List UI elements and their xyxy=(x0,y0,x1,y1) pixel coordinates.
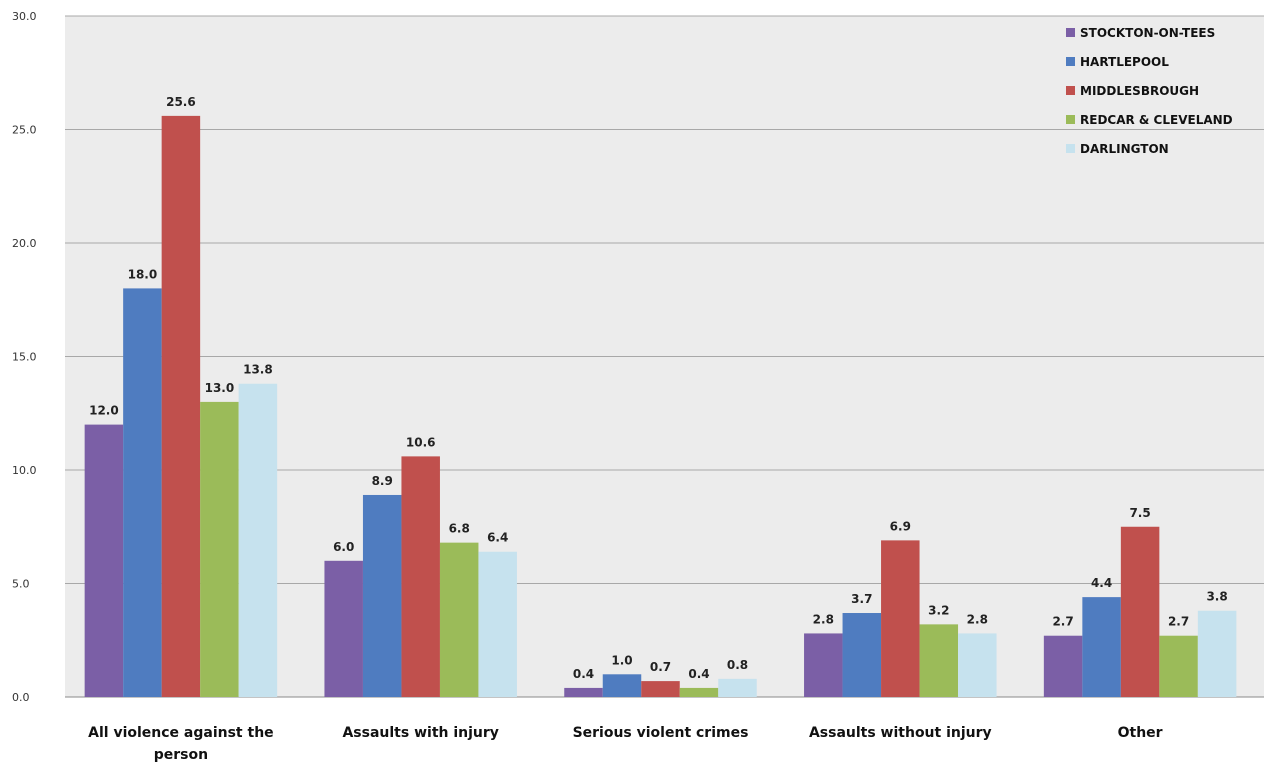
data-label: 2.8 xyxy=(967,612,988,626)
bar xyxy=(200,401,239,697)
data-label: 6.4 xyxy=(487,531,508,545)
data-label: 1.0 xyxy=(611,653,632,667)
data-label: 2.7 xyxy=(1052,615,1073,629)
y-tick-label: 15.0 xyxy=(12,351,37,364)
data-label: 3.8 xyxy=(1206,590,1227,604)
bar xyxy=(324,560,363,697)
bar xyxy=(84,424,124,697)
bar xyxy=(804,633,843,697)
data-label: 18.0 xyxy=(128,267,158,281)
y-axis-ticks: 0.0 5.0 10.0 15.0 20.0 25.0 30.0 xyxy=(12,10,37,704)
data-label: 25.6 xyxy=(166,95,196,109)
data-label: 4.4 xyxy=(1091,576,1112,590)
y-tick-label: 30.0 xyxy=(12,10,37,23)
x-tick-label-line: Serious violent crimes xyxy=(573,725,749,741)
legend-swatch xyxy=(1066,86,1075,95)
x-tick-label: Assaults with injury xyxy=(342,725,498,741)
x-tick-label: All violence against the person xyxy=(88,725,274,763)
data-labels: 12.0 18.0 25.6 13.0 13.8 6.0 8.9 10.6 6.8 6.4 0.4 1… xyxy=(89,95,1228,681)
bar xyxy=(641,681,680,697)
data-label: 0.4 xyxy=(573,667,594,681)
bar xyxy=(362,494,402,697)
data-label: 6.9 xyxy=(890,519,911,533)
x-tick-label: Serious violent crimes xyxy=(573,725,749,741)
bar xyxy=(123,288,162,697)
bar xyxy=(842,613,882,697)
data-label: 2.8 xyxy=(813,612,834,626)
data-label: 0.4 xyxy=(688,667,709,681)
bar xyxy=(161,115,201,697)
x-tick-label-line: person xyxy=(154,747,208,763)
x-axis-categories: All violence against the person Assaults w… xyxy=(88,725,1163,763)
data-label: 8.9 xyxy=(372,474,393,488)
bar xyxy=(679,687,719,697)
bar xyxy=(478,551,517,697)
x-tick-label: Other xyxy=(1118,725,1163,741)
bar xyxy=(1159,635,1198,697)
bar xyxy=(439,542,479,697)
bar xyxy=(881,540,920,697)
bar xyxy=(238,383,278,697)
y-tick-label: 5.0 xyxy=(12,578,30,591)
data-label: 0.8 xyxy=(727,658,748,672)
legend-swatch xyxy=(1066,115,1075,124)
legend-label: MIDDLESBROUGH xyxy=(1080,84,1199,98)
legend-label: DARLINGTON xyxy=(1080,142,1169,156)
bar xyxy=(1120,526,1160,697)
x-tick-label: Assaults without injury xyxy=(809,725,992,741)
legend-label: REDCAR & CLEVELAND xyxy=(1080,113,1233,127)
legend: STOCKTON-ON-TEES HARTLEPOOL MIDDLESBROUGH R… xyxy=(1066,26,1233,156)
y-tick-label: 20.0 xyxy=(12,237,37,250)
data-label: 3.7 xyxy=(851,592,872,606)
y-tick-label: 0.0 xyxy=(12,691,30,704)
bar xyxy=(564,687,603,697)
data-label: 3.2 xyxy=(928,603,949,617)
data-label: 6.0 xyxy=(333,540,354,554)
data-label: 13.0 xyxy=(205,381,235,395)
data-label: 6.8 xyxy=(449,522,470,536)
x-tick-label-line: Assaults with injury xyxy=(342,725,498,741)
x-tick-label-line: Assaults without injury xyxy=(809,725,992,741)
legend-label: HARTLEPOOL xyxy=(1080,55,1169,69)
bar xyxy=(1043,635,1083,697)
bar xyxy=(919,624,959,697)
data-label: 7.5 xyxy=(1129,506,1150,520)
bars xyxy=(84,115,1237,697)
data-label: 12.0 xyxy=(89,404,119,418)
bar xyxy=(401,456,440,697)
y-tick-label: 25.0 xyxy=(12,124,37,137)
legend-swatch xyxy=(1066,144,1075,153)
x-tick-label-line: Other xyxy=(1118,725,1163,741)
data-label: 0.7 xyxy=(650,660,671,674)
bar xyxy=(718,678,757,697)
bar xyxy=(958,633,997,697)
legend-swatch xyxy=(1066,57,1075,66)
bar xyxy=(1082,597,1121,697)
data-label: 10.6 xyxy=(406,435,436,449)
x-tick-label-line: All violence against the xyxy=(88,725,274,741)
y-tick-label: 10.0 xyxy=(12,464,37,477)
bar xyxy=(1197,610,1237,697)
data-label: 2.7 xyxy=(1168,615,1189,629)
legend-label: STOCKTON-ON-TEES xyxy=(1080,26,1215,40)
legend-swatch xyxy=(1066,28,1075,37)
data-label: 13.8 xyxy=(243,363,273,377)
bar xyxy=(602,674,642,697)
